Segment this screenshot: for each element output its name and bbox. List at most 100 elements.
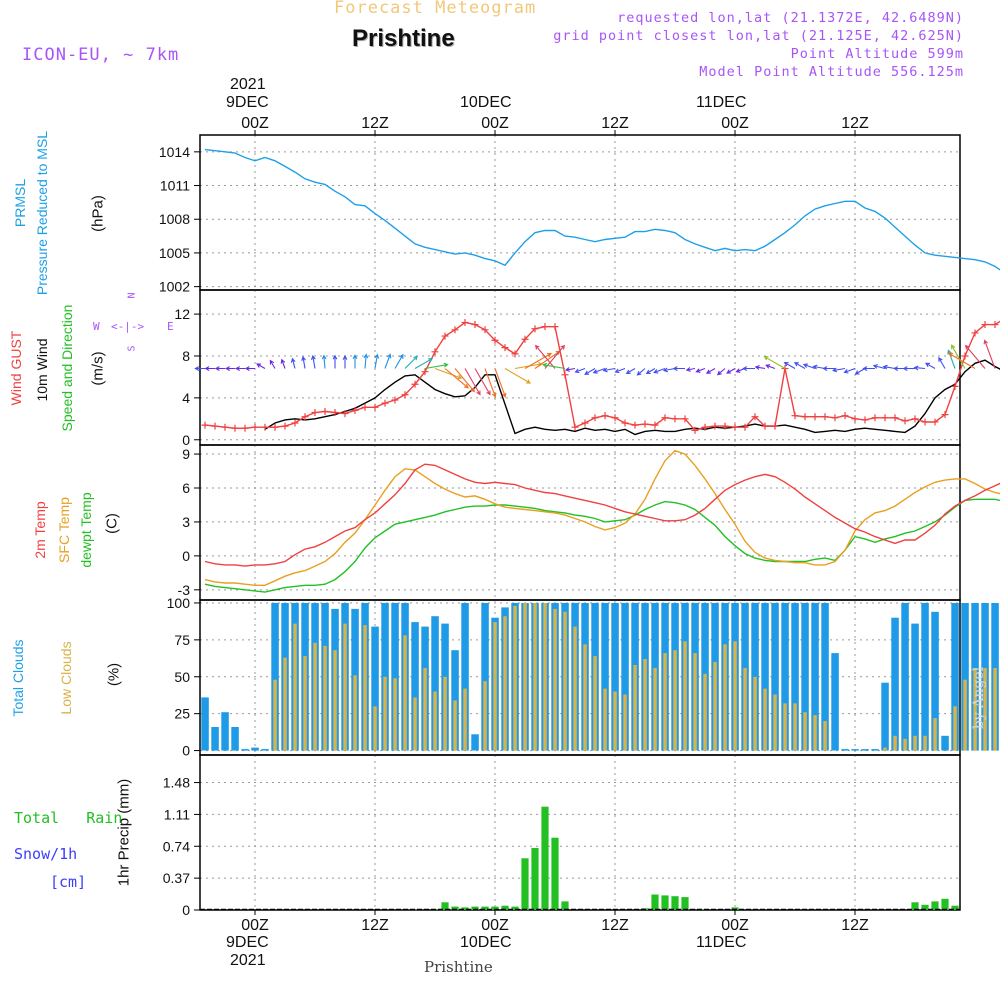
rain-bar	[471, 906, 479, 910]
wind-direction-arrow	[938, 356, 946, 369]
wind-direction-arrow	[913, 365, 926, 371]
wind-direction-arrow	[321, 354, 327, 369]
wind-direction-arrow	[474, 368, 491, 396]
total-cloud-bar	[201, 697, 209, 751]
low-cloud-bar	[353, 675, 357, 751]
low-cloud-bar	[813, 715, 817, 751]
wind-direction-arrow	[636, 368, 646, 376]
rain-bar	[551, 837, 559, 910]
total-cloud-bar	[811, 603, 819, 751]
total-cloud-bar	[411, 622, 419, 751]
rain-bar	[501, 905, 509, 910]
low-cloud-bar	[523, 603, 527, 751]
gust-marker	[761, 422, 769, 430]
total-cloud-bar	[861, 749, 869, 751]
gust-marker	[711, 422, 719, 430]
low-cloud-bar	[673, 650, 677, 751]
gust-marker	[981, 321, 989, 329]
rain-bar	[511, 906, 519, 910]
low-cloud-bar	[483, 681, 487, 751]
sfc-temp-line	[204, 449, 1000, 586]
low-cloud-bar	[913, 735, 917, 751]
gust-marker	[561, 371, 569, 379]
gust-marker	[571, 423, 579, 431]
wind-direction-arrow	[948, 352, 976, 369]
wind-direction-arrow	[726, 368, 736, 374]
watermark: by Angel	[971, 666, 987, 730]
low-cloud-bar	[893, 735, 897, 751]
gust-marker	[201, 421, 209, 429]
y-tick-label: 50	[174, 669, 190, 685]
wind-direction-arrow	[194, 366, 205, 371]
x-tick-label-bottom: 00Z	[481, 917, 509, 934]
panel-frame	[199, 444, 961, 601]
low-cloud-bar	[783, 703, 787, 751]
wind-direction-arrow	[765, 364, 776, 370]
total-cloud-bar	[211, 727, 219, 751]
footer-location: Prishtine	[424, 958, 493, 976]
gust-marker	[841, 412, 849, 420]
gust-marker	[301, 413, 309, 421]
rain-bar	[951, 905, 959, 910]
wind-10m-label: 10m Wind	[34, 338, 50, 402]
gust-marker	[481, 326, 489, 334]
total-cloud-bar	[261, 749, 269, 751]
low-cloud-bar	[803, 712, 807, 751]
wind-direction-arrow	[454, 368, 476, 393]
gust-marker	[641, 420, 649, 428]
wind-direction-arrow	[204, 366, 215, 371]
rain-bar	[451, 906, 459, 910]
low-cloud-bar	[633, 665, 637, 751]
x-tick-label-bottom: 00Z	[241, 917, 269, 934]
wind-direction-arrow	[614, 367, 626, 374]
panel-frame	[199, 134, 961, 291]
wind-direction-arrow	[214, 366, 225, 371]
y-tick-label: 0	[182, 548, 190, 564]
y-tick-label: 1002	[159, 279, 190, 295]
gust-marker	[961, 352, 969, 360]
total-cloud-bar	[221, 712, 229, 751]
low-cloud-bar	[603, 688, 607, 751]
low-cloud-bar	[313, 642, 317, 751]
wind-direction-arrow	[872, 364, 886, 370]
low-cloud-bar	[773, 694, 777, 751]
gust-marker	[401, 391, 409, 399]
gust-marker	[581, 419, 589, 427]
gust-marker	[751, 413, 759, 421]
low-cloud-bar	[983, 667, 987, 751]
total-cloud-bar	[761, 603, 769, 751]
wind-direction-label: Speed and Direction	[59, 304, 75, 432]
low-cloud-bar	[933, 718, 937, 751]
y-tick-label: 9	[182, 446, 190, 462]
rain-bar	[481, 906, 489, 910]
gust-marker	[411, 380, 419, 388]
gust-marker	[421, 368, 429, 376]
wind-direction-arrow	[352, 354, 358, 369]
temp-2m-label: 2m Temp	[32, 501, 48, 559]
total-cloud-bar	[831, 653, 839, 751]
gust-marker	[321, 407, 329, 415]
total-cloud-bar	[951, 603, 959, 751]
rain-bar	[561, 901, 569, 910]
wind-direction-arrow	[742, 366, 755, 371]
gust-marker	[741, 423, 749, 431]
wind-direction-arrow	[763, 356, 786, 369]
wind-direction-arrow	[754, 365, 766, 370]
low-cloud-bar	[553, 608, 557, 751]
low-cloud-bar	[713, 662, 717, 751]
gust-marker	[471, 321, 479, 329]
pressure-unit: (hPa)	[89, 195, 107, 232]
wind-gust-label: Wind GUST	[8, 330, 24, 406]
wind-direction-arrow	[983, 339, 996, 369]
rain-bar	[731, 907, 739, 910]
gust-marker	[611, 414, 619, 422]
low-cloud-bar	[293, 623, 297, 751]
total-cloud-bar	[941, 735, 949, 751]
gust-marker	[891, 414, 899, 422]
gust-marker	[211, 422, 219, 430]
gust-marker	[391, 396, 399, 404]
gust-marker	[461, 318, 469, 326]
wind-direction-arrow	[783, 362, 796, 369]
low-cloud-bar	[343, 623, 347, 751]
low-cloud-bar	[723, 644, 727, 751]
